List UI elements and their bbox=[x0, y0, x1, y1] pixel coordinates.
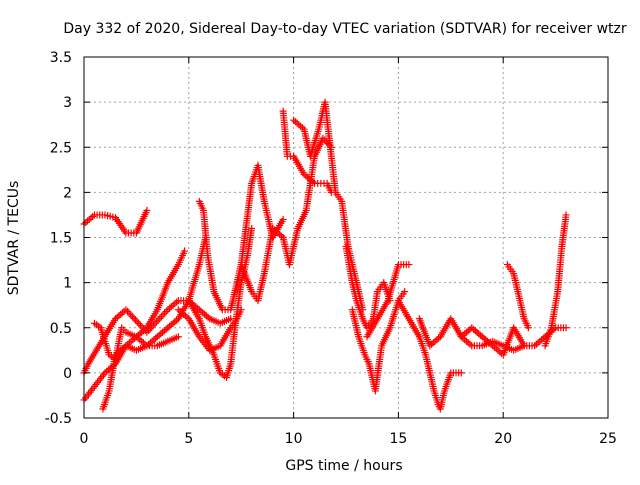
series-satellite-track-13 bbox=[342, 243, 394, 332]
y-tick-label: 2.5 bbox=[50, 140, 72, 156]
tick-labels: 0 5 10 15 20 25 -0.5 0 0.5 1 1.5 2 2.5 3 3.5 bbox=[45, 50, 617, 447]
x-axis-label: GPS time / hours bbox=[285, 458, 402, 474]
series-satellite-track-20 bbox=[541, 211, 570, 350]
y-tick-label: 0.5 bbox=[50, 321, 72, 337]
data-point bbox=[405, 261, 413, 269]
y-axis-label: SDTVAR / TECUs bbox=[6, 181, 22, 296]
data-point bbox=[248, 224, 256, 232]
data-point bbox=[279, 215, 287, 223]
y-tick-label: 1.5 bbox=[50, 231, 72, 247]
data-point bbox=[457, 369, 465, 377]
data-point bbox=[401, 288, 409, 296]
data-point bbox=[181, 247, 189, 255]
x-tick-label: 20 bbox=[494, 431, 512, 447]
series-satellite-track-9 bbox=[237, 224, 287, 305]
series-satellite-track-18 bbox=[457, 324, 570, 359]
y-tick-label: 3 bbox=[63, 95, 72, 111]
x-tick-label: 0 bbox=[80, 431, 89, 447]
y-tick-label: 1 bbox=[63, 276, 72, 292]
series-satellite-track-11 bbox=[279, 134, 335, 269]
plot-border bbox=[83, 56, 609, 419]
series-satellite-track-4 bbox=[99, 234, 210, 413]
data-point bbox=[524, 324, 532, 332]
chart-title: Day 332 of 2020, Sidereal Day-to-day VTE… bbox=[63, 21, 627, 37]
x-tick-label: 15 bbox=[389, 431, 407, 447]
y-tick-label: 0 bbox=[63, 366, 72, 382]
series-satellite-track-15 bbox=[363, 261, 413, 341]
series-satellite-track-19 bbox=[503, 261, 532, 332]
x-tick-label: 5 bbox=[184, 431, 193, 447]
data-point bbox=[562, 211, 570, 219]
x-tick-label: 25 bbox=[599, 431, 617, 447]
series-satellite-track-16 bbox=[394, 297, 465, 413]
x-tick-label: 10 bbox=[285, 431, 303, 447]
data-point bbox=[562, 324, 570, 332]
y-tick-label: -0.5 bbox=[45, 411, 72, 427]
y-tick-label: 2 bbox=[63, 185, 72, 201]
data-series bbox=[80, 98, 570, 413]
series-satellite-track-1 bbox=[80, 206, 151, 237]
axes bbox=[83, 56, 609, 419]
y-tick-label: 3.5 bbox=[50, 50, 72, 66]
data-point bbox=[143, 206, 151, 214]
data-point bbox=[174, 333, 182, 341]
series-satellite-track-7 bbox=[185, 224, 256, 381]
